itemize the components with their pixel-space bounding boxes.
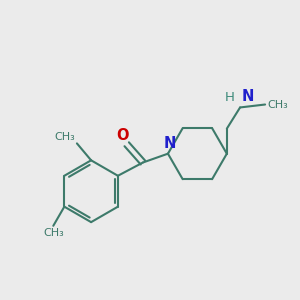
Text: N: N — [163, 136, 176, 151]
Text: CH₃: CH₃ — [55, 132, 75, 142]
Text: CH₃: CH₃ — [43, 228, 64, 238]
Text: O: O — [116, 128, 129, 143]
Text: CH₃: CH₃ — [268, 100, 288, 110]
Text: N: N — [242, 89, 254, 104]
Text: H: H — [225, 91, 235, 104]
